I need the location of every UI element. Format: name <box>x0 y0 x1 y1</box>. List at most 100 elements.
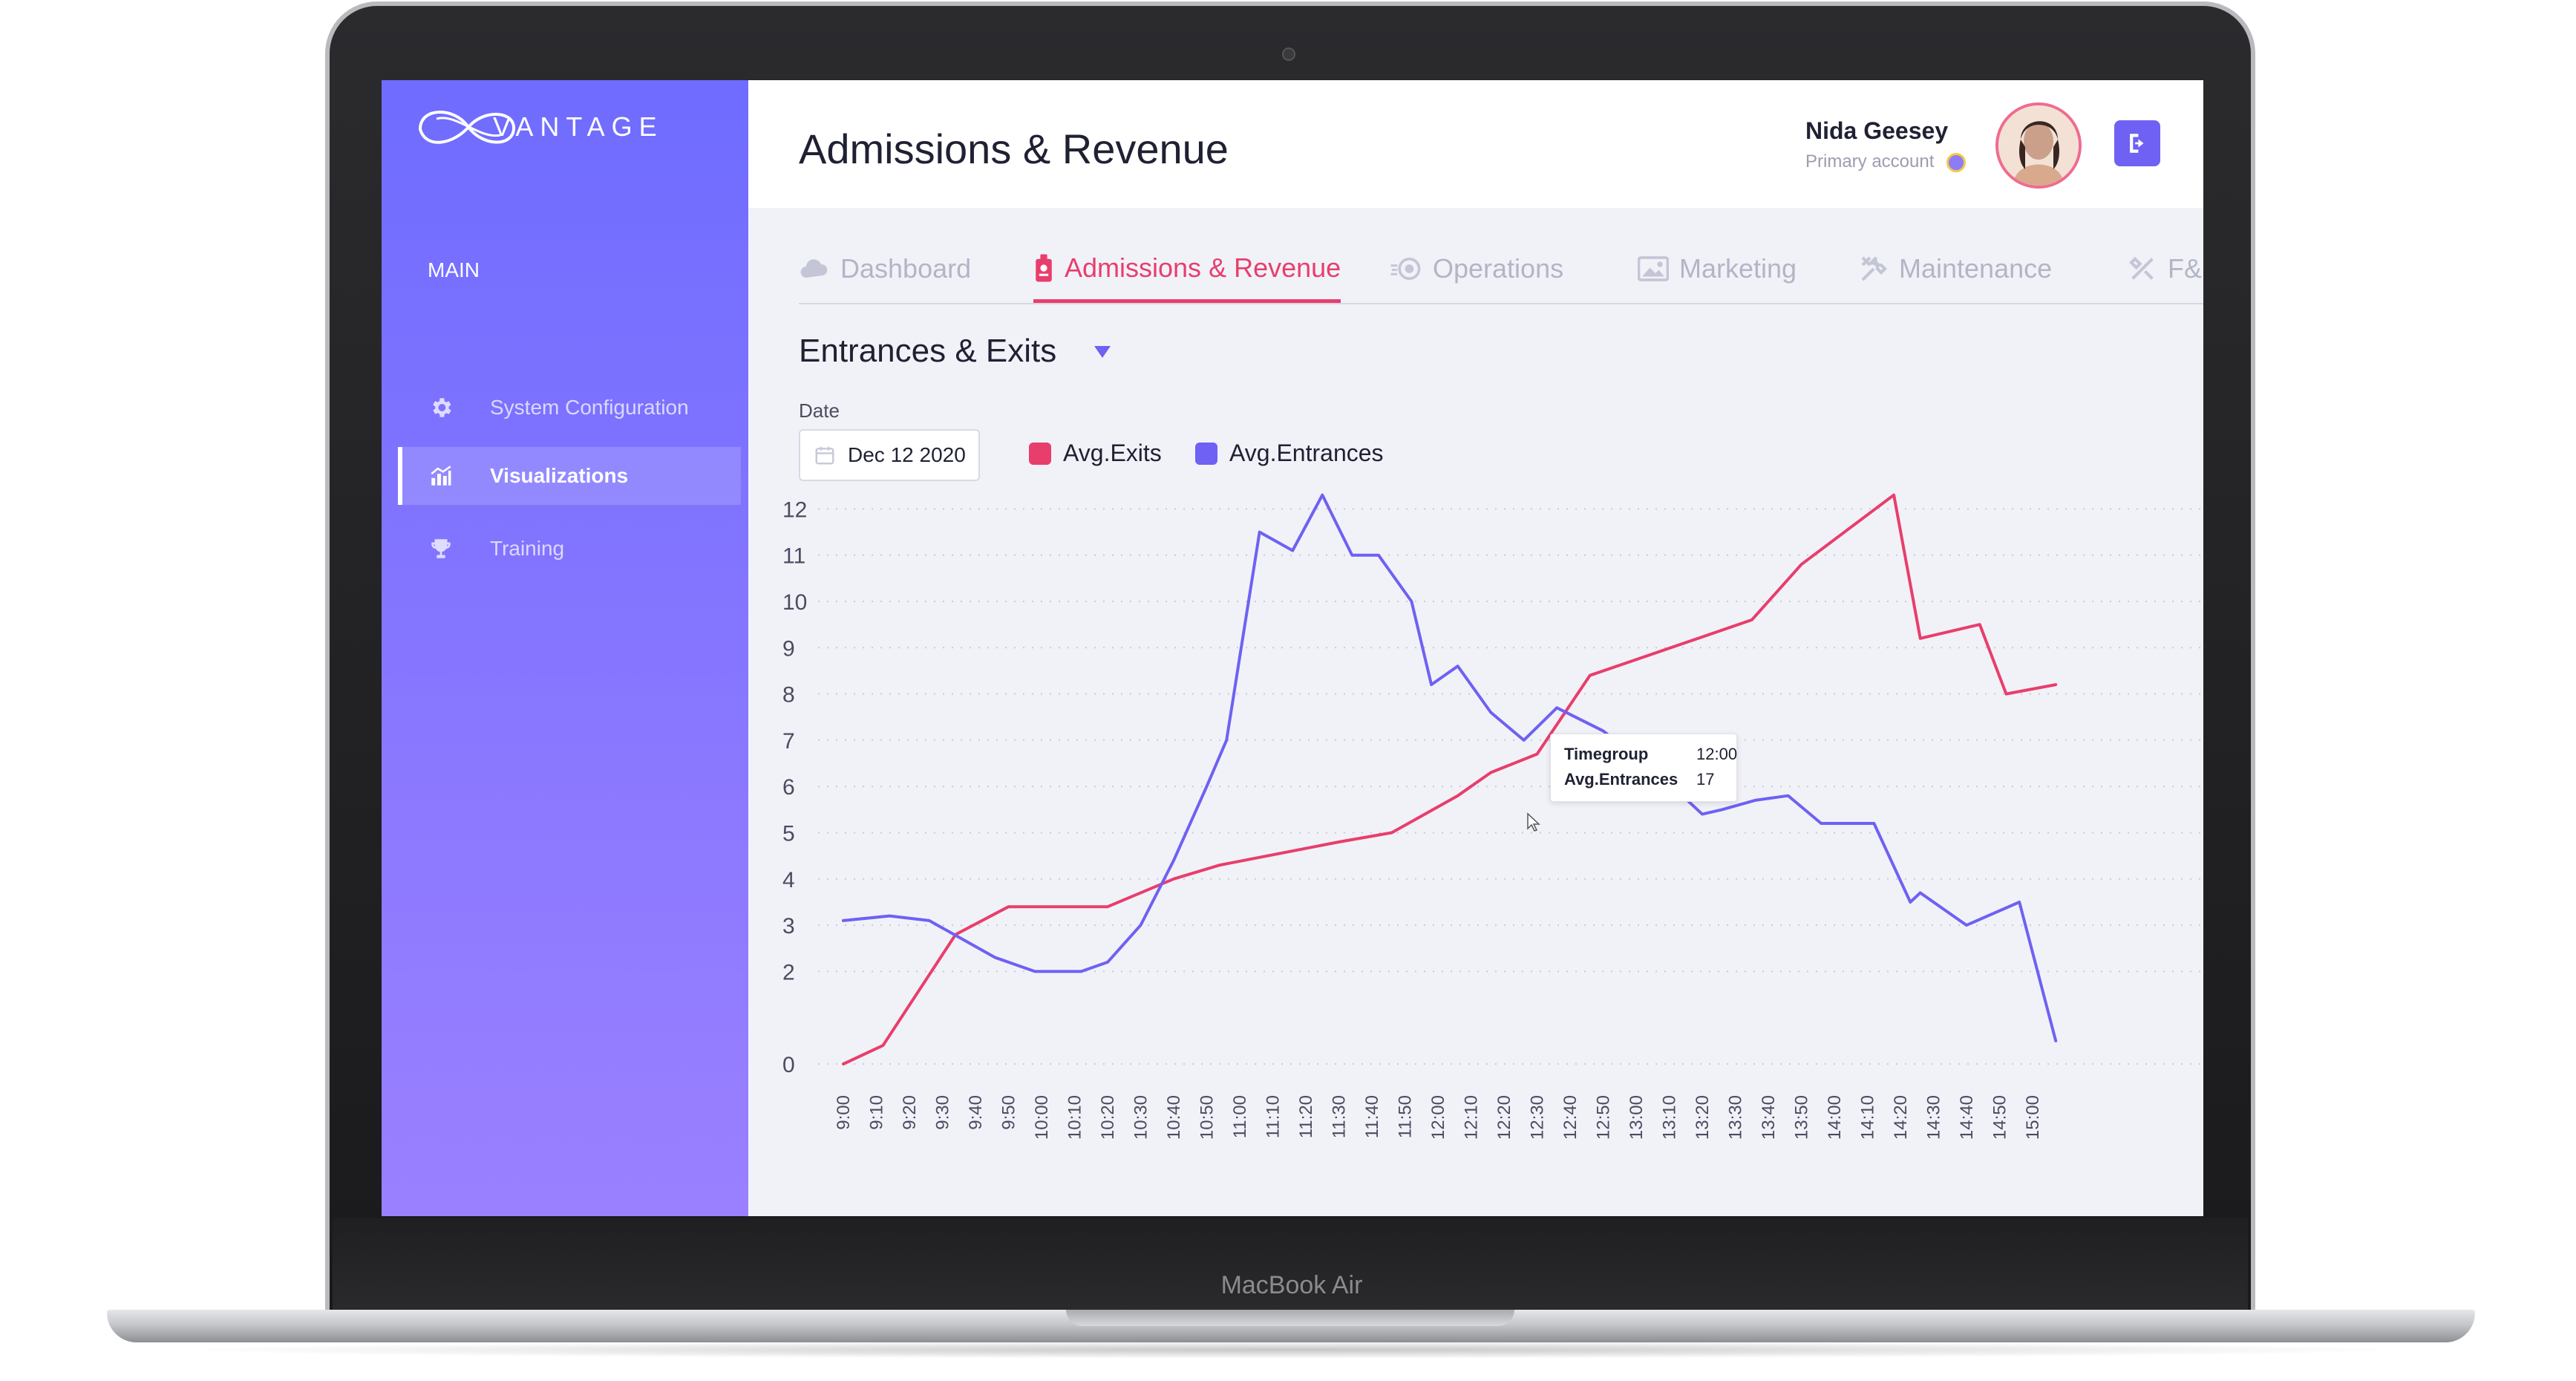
tooltip-key: Avg.Entrances <box>1564 770 1678 789</box>
tab-label: Admissions & Revenue <box>1065 252 1341 283</box>
x-tick-label: 13:40 <box>1759 1095 1779 1140</box>
y-tick-label: 9 <box>782 636 795 661</box>
y-tick-label: 12 <box>782 497 807 522</box>
tooltip-row: Timegroup 12:00 <box>1564 745 1737 764</box>
y-tick-label: 2 <box>782 960 795 985</box>
tab-label: F&E <box>2168 253 2203 284</box>
tab-maintenance[interactable]: Maintenance <box>1859 236 2052 301</box>
section-title[interactable]: Entrances & Exits <box>799 333 1057 369</box>
tooltip-value: 17 <box>1696 770 1715 789</box>
series-line-avg-exits[interactable] <box>842 493 2058 1065</box>
y-tick-label: 8 <box>782 683 795 708</box>
header: Admissions & Revenue Nida Geesey Primary… <box>748 80 2203 208</box>
sidebar-item-system-configuration[interactable]: System Configuration <box>398 379 741 437</box>
legend-item-exits[interactable]: Avg.Exits <box>1029 440 1162 467</box>
sidebar-item-visualizations[interactable]: Visualizations <box>398 447 741 505</box>
x-tick-label: 10:30 <box>1131 1095 1151 1140</box>
x-tick-label: 14:30 <box>1924 1095 1944 1140</box>
date-picker[interactable]: Dec 12 2020 <box>799 429 980 481</box>
series-line-avg-entrances[interactable] <box>842 493 2058 1042</box>
legend-label: Avg.Exits <box>1063 440 1162 466</box>
x-tick-label: 12:50 <box>1594 1095 1614 1140</box>
tooltip-row: Avg.Entrances 17 <box>1564 770 1714 789</box>
tab-food[interactable]: F&E <box>2128 236 2203 301</box>
user-name[interactable]: Nida Geesey <box>1805 117 1949 144</box>
cloud-icon <box>799 255 830 282</box>
x-tick-label: 11:40 <box>1362 1095 1382 1138</box>
x-tick-label: 12:40 <box>1560 1095 1580 1140</box>
laptop-chin <box>333 1218 2248 1310</box>
tab-dashboard[interactable]: Dashboard <box>799 236 971 301</box>
avatar[interactable] <box>1995 102 2082 189</box>
logout-icon <box>2130 134 2144 153</box>
sidebar-item-label: Training <box>490 537 565 560</box>
image-icon <box>1638 255 1669 282</box>
sidebar-item-label: Visualizations <box>490 464 629 487</box>
user-role: Primary account <box>1805 151 1935 172</box>
y-tick-label: 6 <box>782 775 795 800</box>
chevron-down-icon[interactable] <box>1094 346 1111 358</box>
x-tick-label: 10:10 <box>1065 1095 1085 1140</box>
x-tick-label: 12:30 <box>1528 1095 1548 1140</box>
camera-icon <box>1282 48 1295 61</box>
x-tick-label: 11:20 <box>1296 1095 1316 1138</box>
bar-chart-icon <box>426 461 456 491</box>
x-tick-label: 11:30 <box>1330 1095 1350 1138</box>
chart-tooltip: Timegroup 12:00 Avg.Entrances 17 <box>1550 734 1737 802</box>
tooltip-key: Timegroup <box>1564 745 1649 763</box>
x-tick-label: 10:00 <box>1032 1095 1052 1140</box>
y-tick-label: 0 <box>782 1053 795 1077</box>
tooltip-value: 12:00 <box>1696 745 1738 763</box>
x-tick-label: 9:20 <box>900 1095 920 1130</box>
logout-button[interactable] <box>2114 120 2160 166</box>
x-tick-label: 13:00 <box>1627 1095 1647 1140</box>
date-value: Dec 12 2020 <box>848 443 966 466</box>
x-tick-label: 11:50 <box>1396 1095 1416 1138</box>
tab-label: Operations <box>1433 253 1564 284</box>
gear-icon <box>426 393 456 422</box>
x-tick-label: 14:50 <box>1990 1095 2010 1140</box>
app-screen: VANTAGE MAIN System Configuration Visual… <box>382 80 2203 1216</box>
x-tick-label: 13:10 <box>1660 1095 1680 1140</box>
x-tick-label: 10:20 <box>1098 1095 1118 1140</box>
account-badge-icon <box>1946 153 1966 172</box>
x-tick-label: 13:20 <box>1693 1095 1713 1140</box>
operations-icon <box>1390 255 1422 282</box>
x-tick-label: 12:00 <box>1428 1095 1448 1140</box>
legend-label: Avg.Entrances <box>1229 440 1384 466</box>
x-tick-label: 11:10 <box>1264 1095 1284 1138</box>
tab-operations[interactable]: Operations <box>1390 236 1563 301</box>
legend-swatch <box>1029 442 1051 465</box>
y-tick-label: 3 <box>782 914 795 938</box>
x-tick-label: 11:00 <box>1230 1095 1250 1138</box>
x-tick-label: 13:30 <box>1726 1095 1746 1140</box>
x-tick-label: 9:30 <box>933 1095 953 1130</box>
y-tick-label: 4 <box>782 868 795 892</box>
laptop-shadow <box>163 1341 2420 1359</box>
x-tick-label: 10:40 <box>1164 1095 1184 1140</box>
y-tick-label: 11 <box>782 544 805 569</box>
device-brand-label: MacBook Air <box>1220 1271 1363 1299</box>
y-tick-label: 10 <box>782 590 807 615</box>
x-tick-label: 10:50 <box>1197 1095 1217 1140</box>
y-tick-label: 7 <box>782 729 795 754</box>
tab-admissions-revenue[interactable]: Admissions & Revenue <box>1033 236 1341 303</box>
x-tick-label: 9:40 <box>966 1095 986 1130</box>
tab-marketing[interactable]: Marketing <box>1638 236 1797 301</box>
vantage-logo-icon[interactable] <box>411 97 723 163</box>
cursor-icon <box>1527 812 1540 832</box>
tab-label: Dashboard <box>840 253 972 284</box>
x-tick-label: 9:00 <box>834 1095 854 1130</box>
laptop-notch <box>1066 1310 1514 1326</box>
x-tick-label: 9:10 <box>867 1095 887 1130</box>
food-icon <box>2128 254 2157 284</box>
tab-label: Maintenance <box>1899 253 2053 284</box>
x-tick-label: 12:10 <box>1462 1095 1482 1140</box>
badge-icon <box>1033 253 1054 283</box>
legend-item-entrances[interactable]: Avg.Entrances <box>1195 440 1384 467</box>
sidebar-item-training[interactable]: Training <box>398 520 741 578</box>
line-chart: 0 2 3 4 5 6 7 8 9 10 11 12 9:00 9:10 9:20 9:30 9:40 9:50 1… <box>782 493 2203 1140</box>
x-tick-label: 13:50 <box>1792 1095 1812 1140</box>
x-tick-label: 12:20 <box>1494 1095 1514 1140</box>
sidebar: VANTAGE MAIN System Configuration Visual… <box>382 80 748 1216</box>
